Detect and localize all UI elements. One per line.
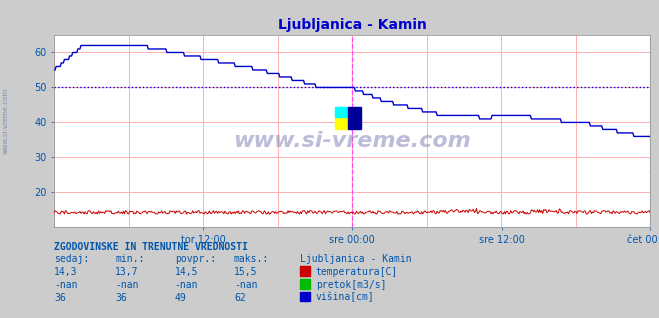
Text: -nan: -nan	[234, 280, 258, 290]
Text: 15,5: 15,5	[234, 267, 258, 277]
Text: 36: 36	[54, 293, 66, 302]
Text: min.:: min.:	[115, 254, 145, 264]
Text: višina[cm]: višina[cm]	[316, 292, 374, 302]
Bar	[335, 117, 348, 129]
Text: -nan: -nan	[115, 280, 139, 290]
Text: -nan: -nan	[175, 280, 198, 290]
Text: 62: 62	[234, 293, 246, 302]
Text: sedaj:: sedaj:	[54, 254, 89, 264]
Text: 13,7: 13,7	[115, 267, 139, 277]
Bar	[348, 107, 361, 129]
Text: 14,3: 14,3	[54, 267, 78, 277]
Text: pretok[m3/s]: pretok[m3/s]	[316, 280, 386, 290]
Text: 36: 36	[115, 293, 127, 302]
Title: Ljubljanica - Kamin: Ljubljanica - Kamin	[278, 18, 426, 32]
Text: -nan: -nan	[54, 280, 78, 290]
Bar	[335, 107, 348, 117]
Text: 49: 49	[175, 293, 186, 302]
Text: ZGODOVINSKE IN TRENUTNE VREDNOSTI: ZGODOVINSKE IN TRENUTNE VREDNOSTI	[54, 242, 248, 252]
Text: maks.:: maks.:	[234, 254, 269, 264]
Text: www.si-vreme.com: www.si-vreme.com	[2, 88, 9, 154]
Text: www.si-vreme.com: www.si-vreme.com	[233, 131, 471, 151]
Text: Ljubljanica - Kamin: Ljubljanica - Kamin	[300, 254, 411, 264]
Text: 14,5: 14,5	[175, 267, 198, 277]
Text: temperatura[C]: temperatura[C]	[316, 267, 398, 277]
Text: povpr.:: povpr.:	[175, 254, 215, 264]
